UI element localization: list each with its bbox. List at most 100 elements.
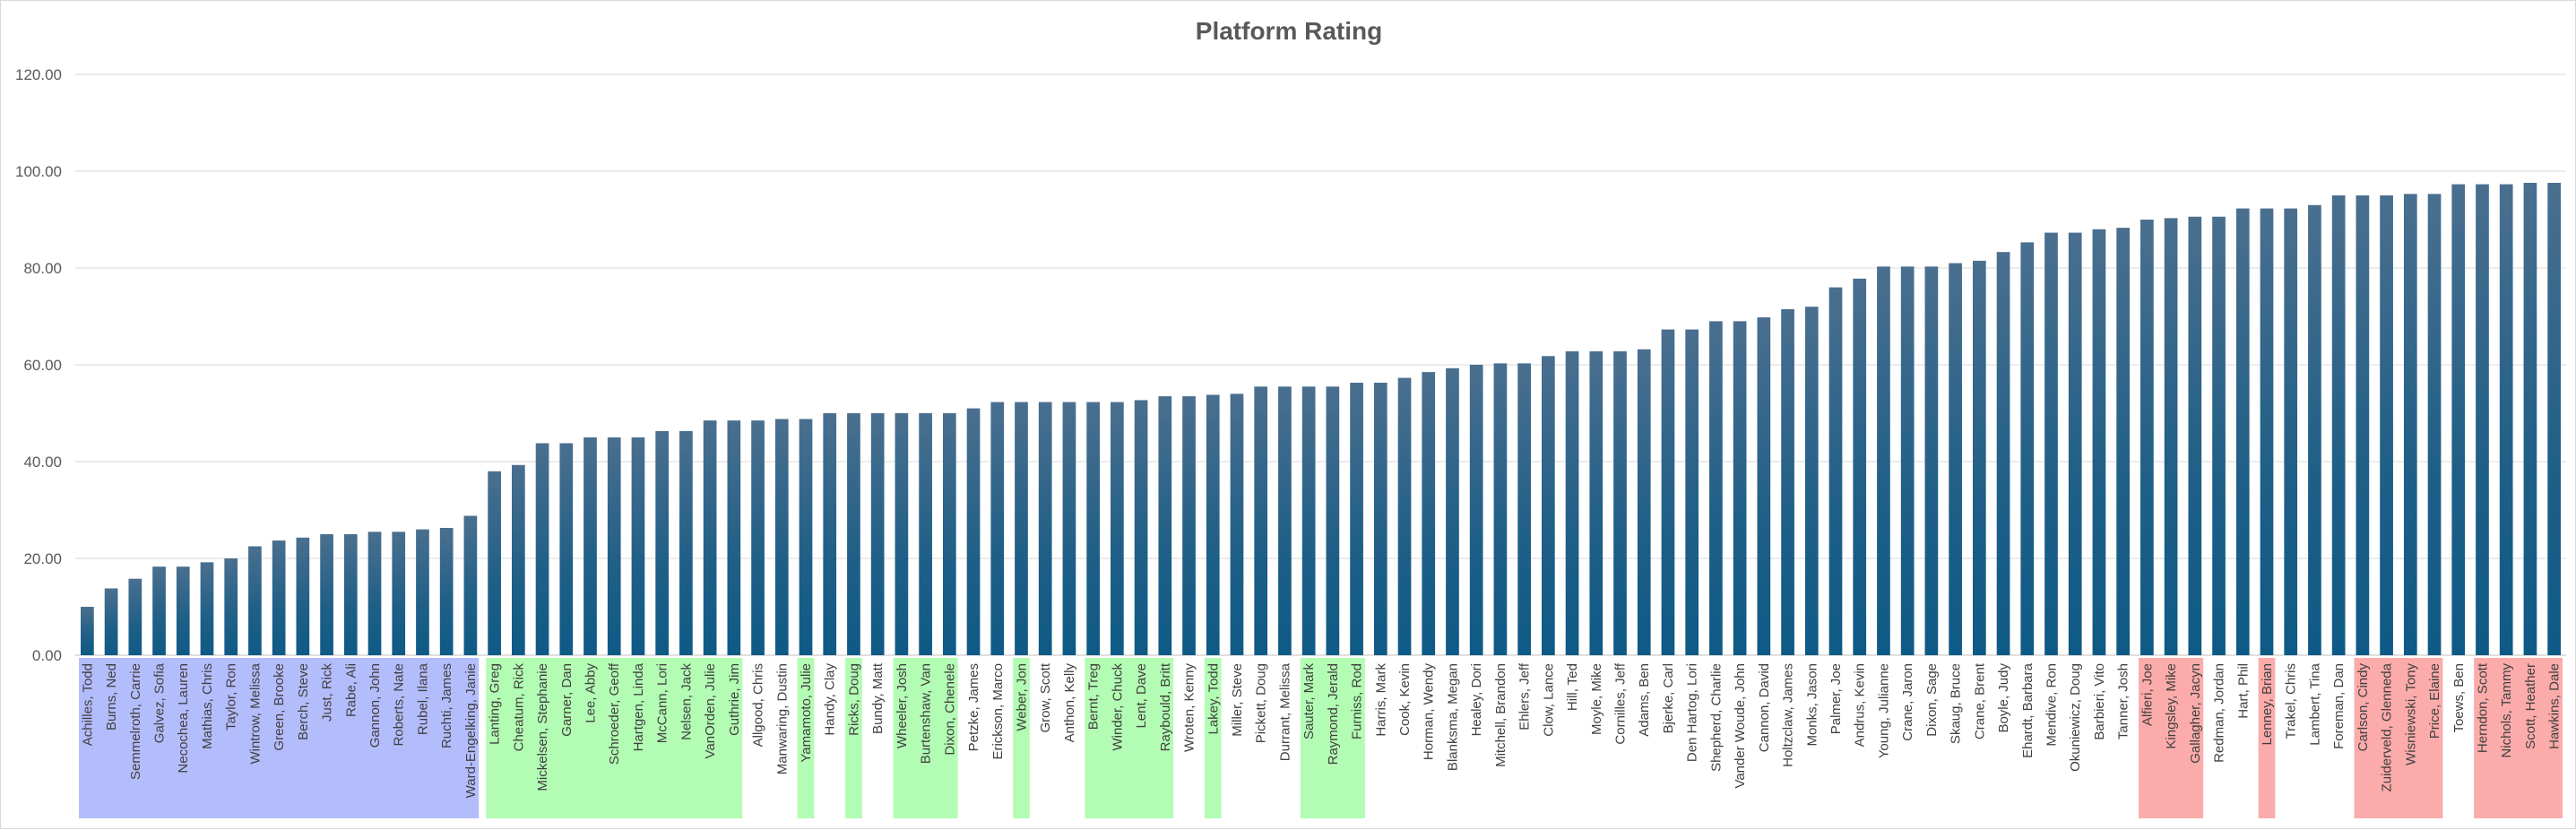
x-tick-label: Skaug, Bruce [1949,663,1964,744]
label-highlight-blue [79,658,480,818]
x-tick-label: McCann, Lori [655,663,670,743]
x-tick-label: Trakel, Chris [2284,663,2299,739]
bar [1685,329,1699,655]
x-tick-label: Green, Brooke [272,663,287,751]
x-tick-label: Nelsen, Jack [679,663,694,740]
y-tick-label: 120.00 [15,66,62,83]
x-tick-label: Barbieri, Vito [2092,663,2107,740]
label-highlight-green [893,658,958,818]
x-tick-label: Lee, Abby [583,663,599,723]
x-tick-label: Taylor, Ron [224,663,239,731]
x-tick-label: Clow, Lance [1541,663,1556,737]
x-tick-label: Crane, Jaron [1900,663,1915,741]
y-tick-label: 80.00 [23,260,62,277]
x-tick-label: Furniss, Rod [1350,663,1365,739]
x-tick-label: Lanting, Greg [488,663,503,745]
x-tick-label: Hill, Ted [1565,663,1580,711]
x-tick-label: Miller, Steve [1230,663,1245,737]
bar [1733,321,1747,655]
x-tick-label: Foreman, Dan [2331,663,2347,749]
x-tick-label: Cheatum, Rick [511,663,526,752]
label-highlight-green [1204,658,1222,818]
x-tick-label: Andrus, Kevin [1853,663,1868,747]
bar [895,413,909,655]
x-tick-label: Lenney, Brian [2260,663,2275,745]
x-tick-label: Berch, Steve [296,663,311,740]
bar [343,534,358,655]
bar [2092,229,2106,656]
x-tick-label: Dixon, Sage [1924,663,1940,737]
bar [2499,184,2513,655]
x-tick-label: Mathias, Chris [200,663,215,749]
y-tick-label: 0.00 [32,647,62,664]
bar [1757,317,1771,655]
x-tick-label: Cornilles, Jeff [1613,662,1629,744]
x-tick-label: Mendive, Ron [2044,663,2059,747]
x-tick-label: Wheeler, Josh [895,663,910,748]
bar [847,413,860,655]
bar [439,527,454,655]
bar [1158,396,1172,655]
bar [2260,208,2274,655]
bar [1709,321,1723,655]
bar [823,413,837,655]
bar [1493,363,1508,655]
x-tick-label: Erickson, Marco [990,663,1006,760]
chart-title: Platform Rating [1195,17,1383,45]
bar [2068,232,2082,655]
bar [2451,184,2466,655]
label-highlight-green [845,658,862,818]
label-highlight-green [1300,658,1365,818]
x-tick-label: Raybould, Britt [1158,662,1173,751]
bar [799,419,813,655]
x-tick-label: Scott, Heather [2523,663,2538,749]
bar [272,540,286,655]
x-tick-label: Ruchti, James [439,663,454,748]
x-tick-label: Wisniewski, Tony [2403,663,2418,765]
x-tick-label: Rabe, Ali [343,663,359,717]
label-highlight-green [797,658,815,818]
bar [248,546,262,655]
x-tick-label: Healey, Dori [1469,663,1484,736]
x-tick-label: Tanner, Josh [2116,663,2131,739]
bar [1517,363,1531,655]
bar [1134,400,1148,655]
bar [990,402,1005,655]
bar [1206,394,1220,655]
x-tick-label: Roberts, Nate [392,663,407,747]
bar [1446,367,1459,655]
x-tick-label: Price, Elaine [2427,663,2442,739]
bar [1996,252,2010,655]
x-tick-label: Alfieri, Joe [2139,663,2155,726]
x-tick-label: Pickett, Doug [1254,663,1269,743]
bar [607,437,621,655]
bar [631,437,645,655]
x-tick-label: Holtzclaw, James [1781,663,1796,767]
x-tick-label: Adams, Ben [1637,663,1652,737]
bar [1086,402,1100,655]
x-tick-label: Raymond, Jerald [1326,663,1341,765]
x-tick-label: Herndon, Scott [2475,662,2490,753]
bar [1924,266,1939,655]
x-tick-label: Rubel, Ilana [415,662,430,735]
bar [2235,208,2250,655]
x-tick-label: VanOrden, Julie [703,663,718,758]
bar [2164,218,2178,655]
label-highlight-red [2258,658,2276,818]
bar [727,420,741,655]
bar [966,408,981,655]
bar [2331,195,2346,655]
bar [200,562,214,655]
bar [1301,386,1316,655]
x-tick-label: Lakey, Todd [1206,663,1221,735]
label-highlight-green [1013,658,1030,818]
bar [679,430,693,655]
x-tick-label: Sauter, Mark [1301,663,1317,740]
x-tick-label: Den Hartog, Lori [1685,663,1700,762]
x-tick-label: Gannon, John [367,663,383,748]
bar [1877,266,1890,655]
bar [2523,182,2537,655]
x-tick-label: Burtenshaw, Van [919,663,934,764]
bar [2044,232,2058,655]
